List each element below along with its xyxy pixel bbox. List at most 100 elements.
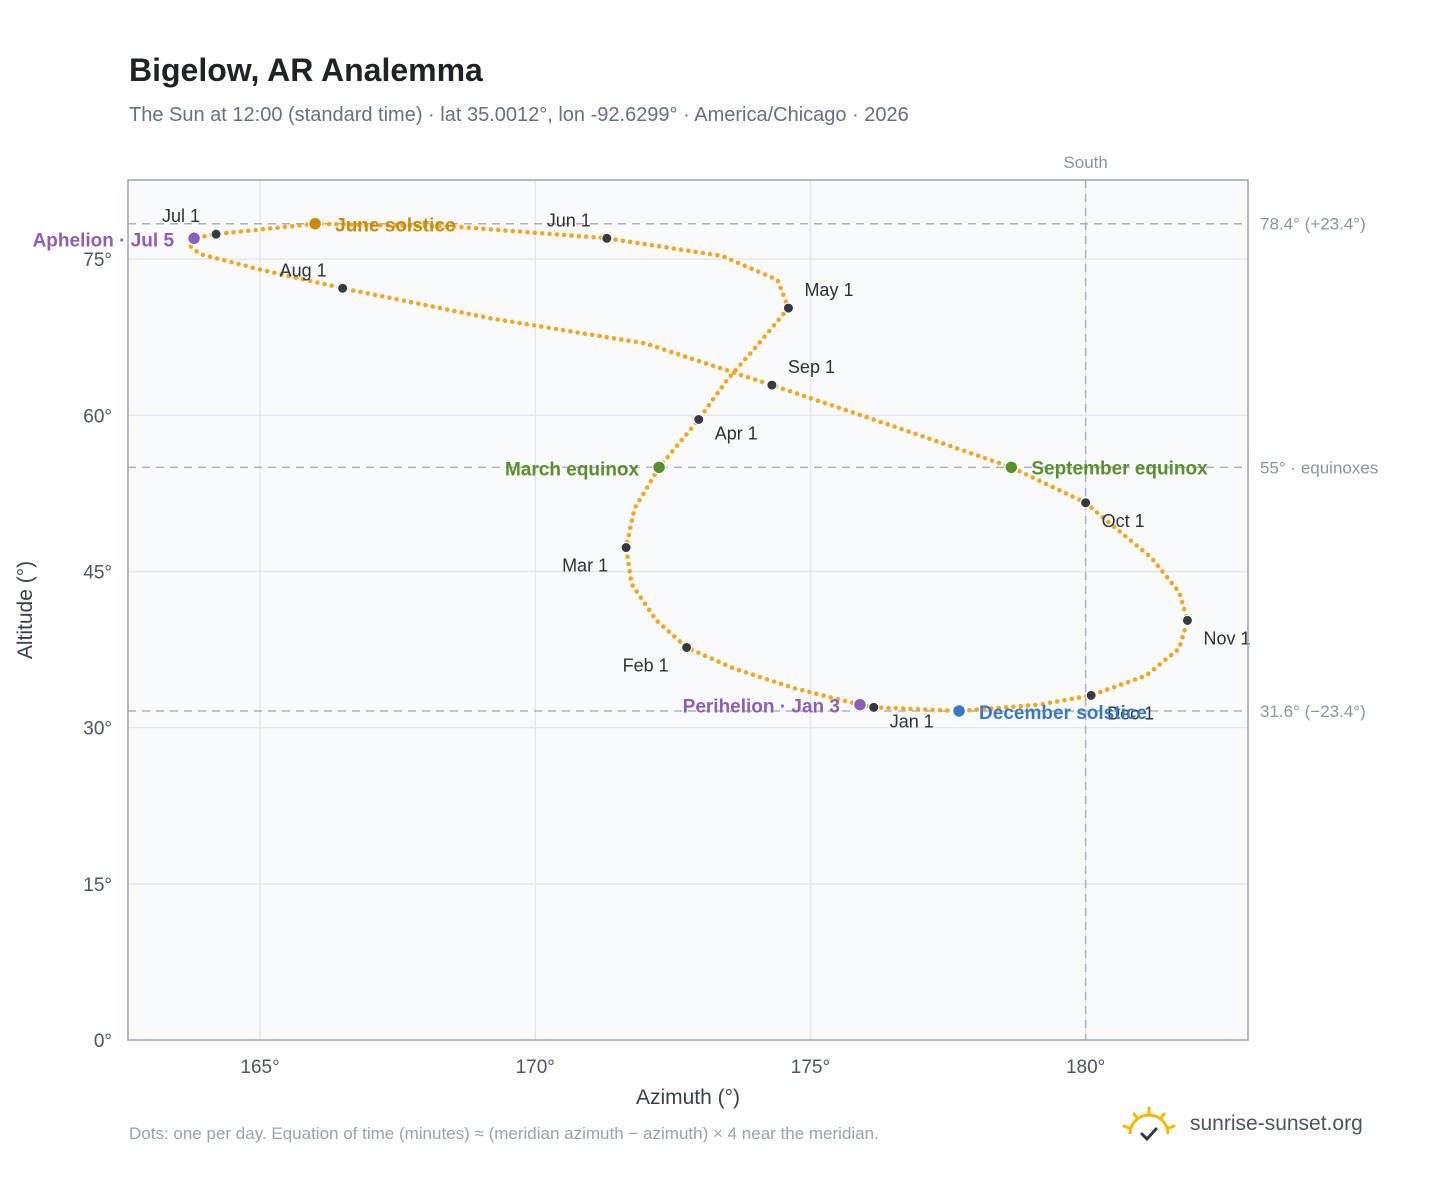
day-dot xyxy=(722,254,727,260)
month-label: Dec 1 xyxy=(1107,703,1154,723)
day-dot xyxy=(539,231,545,236)
day-dot xyxy=(591,235,596,240)
day-dot xyxy=(710,363,716,369)
event-marker xyxy=(307,216,323,231)
day-dot xyxy=(682,354,688,359)
day-dot xyxy=(356,222,361,227)
chart-title: Bigelow, AR Analemma xyxy=(129,52,483,88)
day-dot xyxy=(934,438,939,444)
day-dot xyxy=(1011,704,1016,709)
day-dot xyxy=(272,270,277,276)
month-label: Aug 1 xyxy=(280,260,327,280)
day-dot xyxy=(974,707,979,712)
event-label: December solstice xyxy=(979,703,1147,724)
day-dot xyxy=(1104,687,1110,692)
brand-name[interactable]: sunrise-sunset.org xyxy=(1190,1112,1363,1135)
day-dot xyxy=(392,223,398,228)
day-dot xyxy=(733,367,738,373)
day-dot xyxy=(194,249,199,254)
day-dot xyxy=(700,250,706,256)
day-dot xyxy=(778,285,783,291)
day-dot xyxy=(626,532,632,538)
day-dot xyxy=(628,525,633,531)
brand[interactable]: sunrise-sunset.org xyxy=(1120,1102,1363,1146)
day-dot xyxy=(686,248,691,254)
day-dot xyxy=(253,227,258,233)
day-dot xyxy=(637,497,642,503)
month-label: May 1 xyxy=(804,280,853,300)
day-dot xyxy=(716,659,721,664)
day-dot xyxy=(799,687,805,693)
month-marker xyxy=(782,302,794,314)
day-dot xyxy=(635,240,640,246)
day-dot xyxy=(569,233,574,238)
day-dot xyxy=(1030,475,1035,480)
day-dot xyxy=(892,424,897,430)
event-label: Perihelion · Jan 3 xyxy=(683,697,840,718)
day-dot xyxy=(466,225,472,230)
day-dot xyxy=(631,511,636,516)
day-dot xyxy=(531,323,537,328)
month-label: Oct 1 xyxy=(1102,511,1145,531)
day-dot xyxy=(473,313,479,318)
day-dot xyxy=(452,308,457,314)
x-axis-title: Azimuth (°) xyxy=(636,1086,740,1109)
month-label: Feb 1 xyxy=(623,655,669,675)
day-dot xyxy=(675,352,681,357)
day-dot xyxy=(756,269,761,274)
day-dot xyxy=(1123,533,1128,539)
day-dot xyxy=(857,412,863,418)
day-dot xyxy=(334,221,339,227)
day-dot xyxy=(996,705,1001,711)
day-dot xyxy=(1033,702,1038,708)
day-dot xyxy=(945,708,950,713)
day-dot xyxy=(437,224,442,229)
day-dot xyxy=(787,388,793,394)
day-dot xyxy=(893,706,899,711)
event-marker xyxy=(951,703,967,719)
day-dot xyxy=(1025,703,1031,708)
day-dot xyxy=(913,431,918,437)
day-dot xyxy=(794,391,800,396)
day-dot xyxy=(780,386,786,392)
day-dot xyxy=(1151,666,1157,672)
day-dot xyxy=(771,323,777,328)
day-dot xyxy=(264,268,270,274)
x-tick-label: 170° xyxy=(516,1057,555,1078)
day-dot xyxy=(654,345,660,350)
day-dot xyxy=(444,307,450,312)
day-dot xyxy=(822,400,828,406)
month-marker xyxy=(210,228,222,240)
day-dot xyxy=(459,310,464,315)
day-dot xyxy=(378,222,383,228)
day-dot xyxy=(1128,538,1134,544)
month-marker xyxy=(693,413,705,425)
day-dot xyxy=(688,426,694,432)
day-dot xyxy=(906,429,911,434)
day-dot xyxy=(510,228,516,234)
day-dot xyxy=(575,330,580,335)
day-dot xyxy=(937,707,943,713)
day-dot xyxy=(207,254,213,259)
day-dot xyxy=(589,332,595,338)
day-dot xyxy=(583,234,589,239)
day-dot xyxy=(416,301,421,306)
day-dot xyxy=(1023,472,1029,477)
day-dot xyxy=(728,373,733,378)
day-dot xyxy=(236,261,241,267)
day-dot xyxy=(640,340,646,346)
day-dot xyxy=(348,222,354,227)
y-axis-title: Altitude (°) xyxy=(14,561,37,659)
day-dot xyxy=(878,705,884,710)
day-dot xyxy=(626,338,631,344)
day-dot xyxy=(488,316,493,321)
day-dot xyxy=(238,229,244,234)
day-dot xyxy=(814,691,819,697)
day-dot xyxy=(400,223,405,228)
day-dot xyxy=(634,589,640,594)
day-dot xyxy=(246,228,251,234)
day-dot xyxy=(661,347,667,353)
day-dot xyxy=(1063,491,1069,496)
event-marker xyxy=(1004,460,1019,475)
